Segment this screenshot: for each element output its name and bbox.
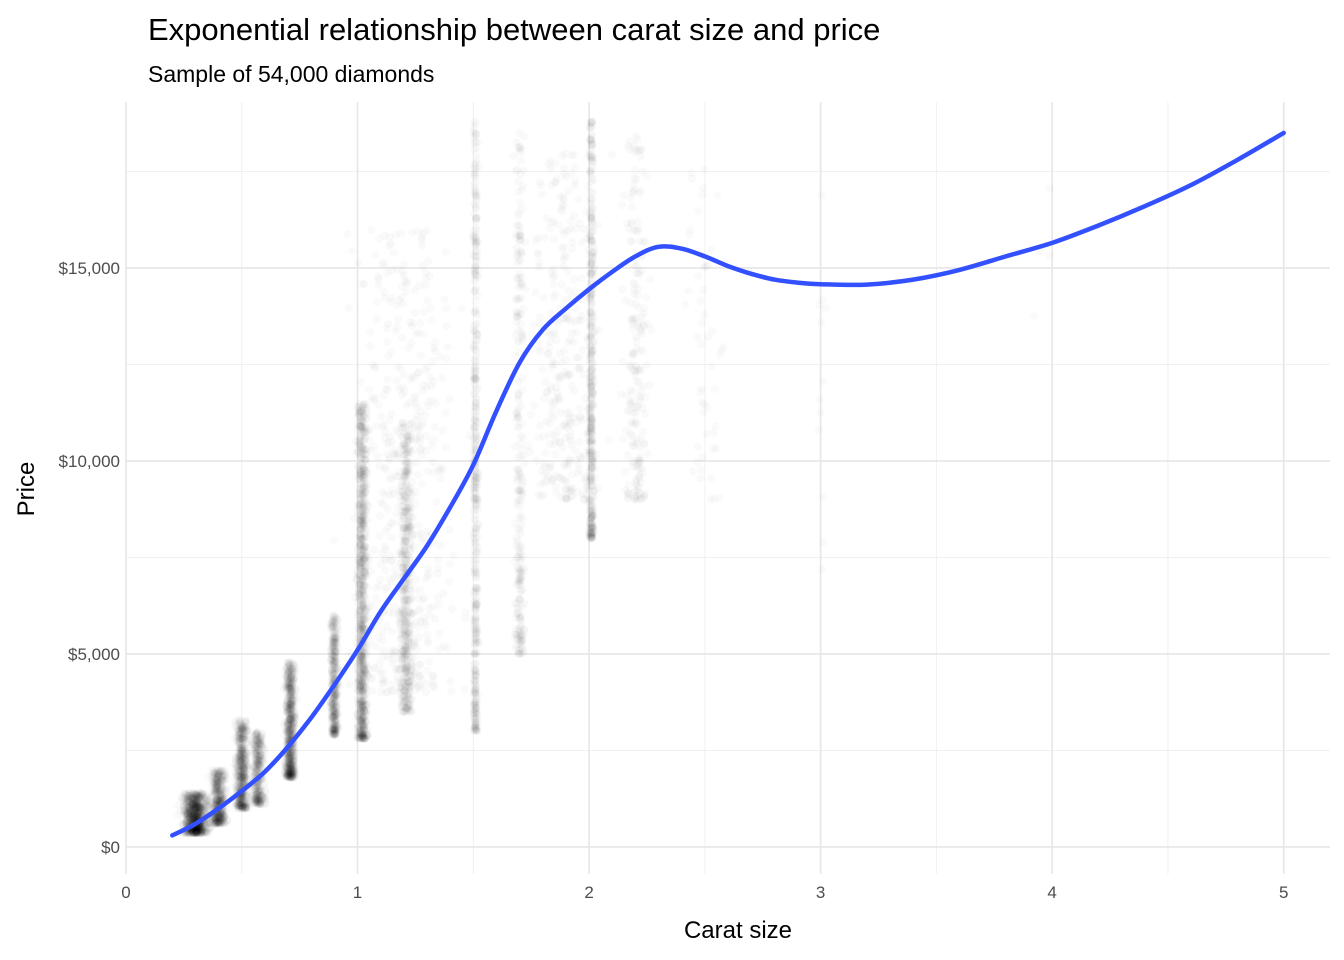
scatter-point	[199, 827, 207, 835]
scatter-point	[356, 715, 364, 723]
scatter-point	[235, 762, 243, 770]
scatter-point	[213, 788, 221, 796]
scatter-point	[401, 704, 409, 712]
chart-subtitle: Sample of 54,000 diamonds	[148, 61, 434, 87]
scatter-point	[289, 762, 297, 770]
scatter-point	[333, 653, 341, 661]
major-gridlines	[125, 102, 1330, 874]
scatter-point	[405, 695, 413, 703]
scatter-point	[216, 814, 224, 822]
scatter-points	[174, 117, 1054, 838]
scatter-point	[180, 796, 188, 804]
scatter-point	[360, 723, 368, 731]
scatter-point	[197, 801, 205, 809]
scatter-point	[211, 778, 219, 786]
scatter-point	[254, 751, 262, 759]
scatter-point	[358, 413, 366, 421]
scatter-point	[190, 809, 198, 817]
scatter-point	[329, 619, 337, 627]
scatter-point	[332, 705, 340, 713]
scatter-point	[284, 671, 292, 679]
scatter-point	[358, 654, 366, 662]
scatter-point	[355, 532, 363, 540]
chart-title: Exponential relationship between carat s…	[148, 12, 880, 47]
scatter-point	[261, 796, 269, 804]
scatter-point	[198, 790, 206, 798]
scatter-point	[356, 422, 364, 430]
scatter-point	[358, 697, 366, 705]
scatter-point	[360, 546, 368, 554]
scatter-point	[236, 798, 244, 806]
scatter-point	[360, 706, 368, 714]
scatter-point	[333, 639, 341, 647]
scatter-point	[237, 748, 245, 756]
scatter-point	[252, 729, 260, 737]
scatter-point	[354, 403, 362, 411]
scatter-point	[356, 438, 364, 446]
scatter-point	[361, 554, 369, 562]
scatter-point	[284, 708, 292, 716]
scatter-point	[284, 660, 292, 668]
scatter-point	[287, 721, 295, 729]
scatter-point	[284, 753, 292, 761]
scatter-point	[286, 688, 294, 696]
scatter-point	[252, 791, 260, 799]
scatter-point	[331, 725, 339, 733]
scatter-point	[237, 721, 245, 729]
minor-gridlines	[126, 102, 1330, 874]
scatter-point	[287, 699, 295, 707]
